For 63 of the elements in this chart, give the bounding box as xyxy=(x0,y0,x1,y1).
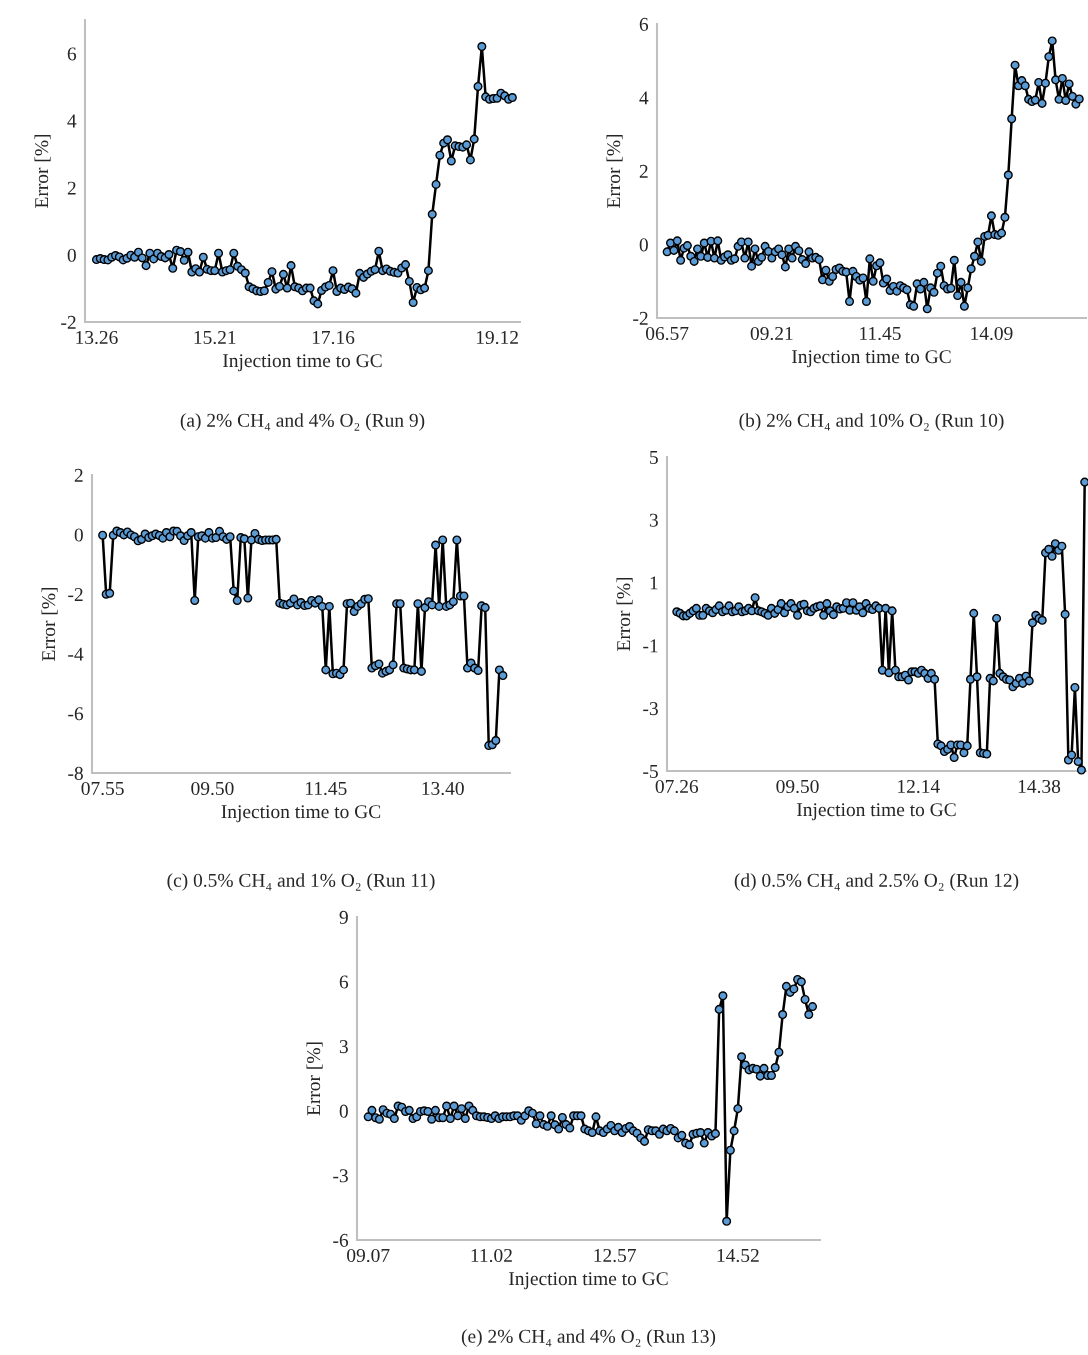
y-tick-label: 3 xyxy=(339,1040,348,1054)
y-tick-label: -5 xyxy=(643,765,658,778)
x-tick-label: 12.14 xyxy=(898,779,940,794)
text: (a) 2% CH₄ and 4% O₂ (Run 9) xyxy=(180,413,425,431)
x-axis-title: Injection time to GC xyxy=(797,803,956,821)
y-tick-label: -2 xyxy=(68,588,83,601)
x-axis-title: Injection time to GC xyxy=(792,350,951,368)
x-tick-label: 17.16 xyxy=(312,330,355,345)
x-tick-label: 11.45 xyxy=(860,326,901,341)
x-tick-label: 09.21 xyxy=(750,326,793,341)
x-tick-label: 11.45 xyxy=(306,781,347,796)
y-tick-label: 9 xyxy=(339,910,348,924)
y-tick-label: 5 xyxy=(650,451,658,464)
y-axis-title: Error [%] xyxy=(41,587,58,661)
y-tick-label: 2 xyxy=(74,468,83,482)
text: (d) 0.5% CH₄ and 2.5% O₂ (Run 12) xyxy=(734,873,1019,891)
x-tick-label: 14.38 xyxy=(1018,779,1061,794)
y-axis-title: Error [%] xyxy=(616,577,633,651)
y-tick-label: 0 xyxy=(639,238,648,252)
text: (c) 0.5% CH₄ and 1% O₂ (Run 11) xyxy=(167,873,435,891)
x-axis-title: Injection time to GC xyxy=(509,1272,668,1290)
y-tick-label: 2 xyxy=(639,164,648,178)
y-tick-label: 3 xyxy=(649,513,658,527)
y-tick-label: 4 xyxy=(639,91,649,105)
y-axis-title: Error [%] xyxy=(306,1042,323,1116)
x-tick-label: 12.57 xyxy=(594,1248,636,1263)
y-tick-label: 4 xyxy=(67,114,77,128)
y-tick-label: 6 xyxy=(339,975,349,989)
text: (b) 2% CH₄ and 10% O₂ (Run 10) xyxy=(739,413,1004,431)
y-tick-label: -2 xyxy=(633,311,648,325)
x-tick-label: 07.26 xyxy=(655,779,699,794)
x-tick-label: 11.02 xyxy=(471,1248,512,1263)
x-tick-label: 07.55 xyxy=(81,781,124,796)
x-tick-label: 13.26 xyxy=(76,330,118,345)
x-axis-title: Injection time to GC xyxy=(223,354,382,372)
x-tick-label: 09.50 xyxy=(191,781,234,796)
y-tick-label: -6 xyxy=(68,707,84,721)
y-tick-label: 0 xyxy=(67,248,76,262)
x-tick-label: 19.12 xyxy=(476,330,518,345)
y-tick-label: -3 xyxy=(333,1169,348,1183)
x-tick-label: 06.57 xyxy=(646,326,689,341)
y-tick-label: -2 xyxy=(61,315,76,329)
y-tick-label: 0 xyxy=(74,528,83,542)
y-tick-label: -6 xyxy=(333,1233,349,1247)
x-tick-label: 13.40 xyxy=(422,781,464,796)
y-tick-label: 6 xyxy=(639,17,649,31)
y-tick-label: 1 xyxy=(650,576,658,590)
y-axis-title: Error [%] xyxy=(606,134,623,208)
y-tick-label: -8 xyxy=(68,766,83,780)
y-tick-label: 6 xyxy=(67,47,77,61)
x-tick-label: 09.50 xyxy=(776,779,819,794)
y-tick-label: 0 xyxy=(339,1104,348,1118)
y-tick-label: -4 xyxy=(68,647,84,661)
x-tick-label: 14.52 xyxy=(717,1248,759,1263)
x-tick-label: 15.21 xyxy=(194,330,236,345)
y-tick-label: -1 xyxy=(643,639,658,653)
x-tick-label: 09.07 xyxy=(347,1248,390,1263)
x-axis-title: Injection time to GC xyxy=(221,805,381,823)
x-tick-label: 14.09 xyxy=(971,326,1013,341)
y-tick-label: 2 xyxy=(67,181,76,195)
y-axis-title: Error [%] xyxy=(34,134,51,208)
text: (e) 2% CH₄ and 4% O₂ (Run 13) xyxy=(461,1329,716,1347)
y-tick-label: -3 xyxy=(643,702,658,716)
